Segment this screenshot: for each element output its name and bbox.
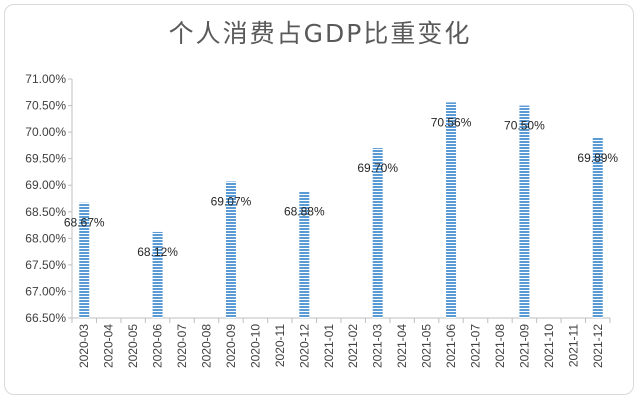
x-tick-label: 2020-08 <box>200 324 214 368</box>
x-tick-label: 2021-07 <box>469 324 483 368</box>
data-label: 69.70% <box>357 161 398 175</box>
bar <box>225 181 236 318</box>
bar <box>152 231 163 318</box>
y-tick-label: 69.50% <box>25 152 66 166</box>
y-tick-label: 69.00% <box>25 178 66 192</box>
x-tick-label: 2021-02 <box>346 324 360 368</box>
data-label: 70.56% <box>431 115 472 129</box>
x-tick-label: 2021-05 <box>420 324 434 368</box>
x-tick-label: 2021-01 <box>322 324 336 368</box>
axes: 66.50% 67.00% 67.50% 68.00% 68.50% 69.00% 69.5… <box>25 72 611 368</box>
data-label: 68.12% <box>137 245 178 259</box>
bar <box>299 191 310 318</box>
x-tick-label: 2021-06 <box>444 324 458 368</box>
x-tick-label: 2021-08 <box>493 324 507 368</box>
bars <box>79 102 603 318</box>
bar <box>79 202 90 318</box>
x-tick-label: 2020-09 <box>224 324 238 368</box>
x-tick-label: 2020-11 <box>273 324 287 367</box>
data-label: 69.89% <box>577 151 618 165</box>
data-labels: 68.67% 68.12% 69.07% 68.88% 69.70% 70.56% 70.5… <box>64 115 619 259</box>
bar <box>592 137 603 318</box>
y-tick-label: 68.00% <box>25 231 66 245</box>
x-tick-label: 2021-12 <box>591 324 605 368</box>
chart-title: 个人消费占GDP比重变化 <box>168 19 472 48</box>
y-tick-label: 67.00% <box>25 284 66 298</box>
x-tick-label: 2021-03 <box>371 324 385 368</box>
data-label: 70.50% <box>504 119 545 133</box>
y-tick-label: 71.00% <box>25 72 66 86</box>
x-tick-label: 2020-10 <box>248 324 262 368</box>
x-tick-label: 2020-04 <box>102 324 116 368</box>
x-tick-label: 2020-12 <box>297 324 311 368</box>
data-label: 68.67% <box>64 216 105 230</box>
x-tick-label: 2021-09 <box>517 324 531 368</box>
x-tick-label: 2020-06 <box>151 324 165 368</box>
y-tick-label: 70.00% <box>25 125 66 139</box>
x-tick-label: 2021-04 <box>395 324 409 368</box>
bar <box>519 105 530 318</box>
y-tick-label: 67.50% <box>25 258 66 272</box>
x-tick-label: 2021-10 <box>542 324 556 368</box>
x-tick-label: 2020-05 <box>126 324 140 368</box>
bar <box>446 102 457 318</box>
x-tick-label: 2020-07 <box>175 324 189 368</box>
bar <box>372 148 383 318</box>
y-tick-label: 66.50% <box>25 311 66 325</box>
y-tick-label: 70.50% <box>25 99 66 113</box>
x-tick-label: 2021-11 <box>566 324 580 367</box>
data-label: 68.88% <box>284 205 325 219</box>
data-label: 69.07% <box>211 195 252 209</box>
x-tick-label: 2020-03 <box>77 324 91 368</box>
y-tick-label: 68.50% <box>25 205 66 219</box>
